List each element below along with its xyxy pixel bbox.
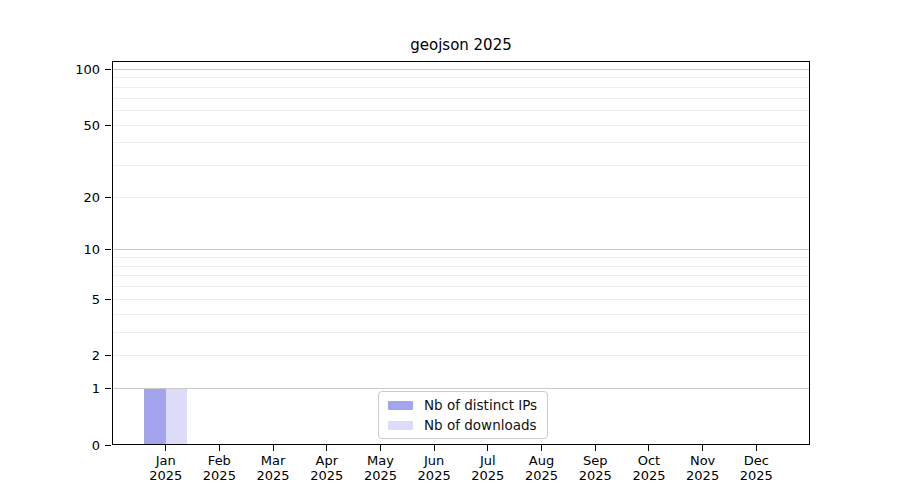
y-tick-mark	[105, 355, 111, 356]
x-tick-mark	[648, 445, 649, 451]
y-tick-label: 2	[54, 349, 100, 362]
x-tick-mark	[595, 445, 596, 451]
x-tick-mark	[273, 445, 274, 451]
x-tick-mark	[165, 445, 166, 451]
x-tick-label: Sep 2025	[565, 453, 625, 483]
y-tick-label: 10	[54, 243, 100, 256]
x-tick-label: Jan 2025	[136, 453, 196, 483]
x-tick-label: Nov 2025	[673, 453, 733, 483]
legend-swatch-distinct-ips	[388, 401, 413, 410]
y-tick-label: 1	[54, 382, 100, 395]
y-tick-mark	[105, 197, 111, 198]
y-tick-label: 50	[54, 119, 100, 132]
x-tick-mark	[434, 445, 435, 451]
x-tick-label: Mar 2025	[243, 453, 303, 483]
legend-label-distinct-ips: Nb of distinct IPs	[424, 397, 537, 413]
x-tick-label: Jun 2025	[404, 453, 464, 483]
legend-entry-downloads: Nb of downloads	[388, 417, 537, 433]
y-tick-mark	[105, 249, 111, 250]
legend-label-downloads: Nb of downloads	[424, 417, 537, 433]
y-tick-mark	[105, 69, 111, 70]
plot-area	[112, 61, 810, 445]
x-tick-label: Feb 2025	[189, 453, 249, 483]
y-tick-label: 100	[54, 63, 100, 76]
y-tick-label: 20	[54, 191, 100, 204]
x-tick-mark	[219, 445, 220, 451]
x-tick-label: Aug 2025	[512, 453, 572, 483]
x-tick-mark	[326, 445, 327, 451]
y-tick-mark	[105, 388, 111, 389]
chart-title: geojson 2025	[112, 36, 810, 54]
y-tick-label: 5	[54, 293, 100, 306]
chart-figure: geojson 2025 0 1 2 5 10 20 50 100 Jan 2025Feb 20…	[0, 0, 900, 500]
x-tick-mark	[756, 445, 757, 451]
y-tick-mark	[105, 299, 111, 300]
x-tick-mark	[541, 445, 542, 451]
x-tick-label: May 2025	[350, 453, 410, 483]
y-tick-mark	[105, 445, 111, 446]
x-tick-label: Apr 2025	[297, 453, 357, 483]
x-tick-label: Jul 2025	[458, 453, 518, 483]
y-tick-label: 0	[54, 439, 100, 452]
x-tick-mark	[487, 445, 488, 451]
x-tick-mark	[702, 445, 703, 451]
legend: Nb of distinct IPs Nb of downloads	[378, 391, 548, 439]
legend-swatch-downloads	[388, 421, 413, 430]
x-tick-label: Dec 2025	[726, 453, 786, 483]
x-tick-mark	[380, 445, 381, 451]
x-tick-label: Oct 2025	[619, 453, 679, 483]
y-tick-mark	[105, 125, 111, 126]
legend-entry-distinct-ips: Nb of distinct IPs	[388, 397, 537, 413]
